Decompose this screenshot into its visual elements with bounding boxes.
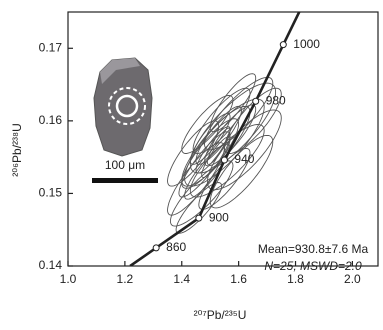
plot (130, 12, 299, 266)
y-tick-label: 0.16 (39, 113, 63, 127)
x-tick-label: 1.4 (173, 272, 190, 286)
age-label: 1000 (293, 37, 320, 51)
age-marker (221, 157, 227, 163)
age-label: 940 (234, 152, 254, 166)
y-axis-label: ²⁰⁶Pb/²³⁸U (10, 123, 24, 176)
x-axis-label: ²⁰⁷Pb/²³⁵U (194, 308, 247, 322)
age-marker (253, 98, 259, 104)
age-marker (196, 215, 202, 221)
age-marker (153, 245, 159, 251)
age-label: 980 (266, 93, 286, 107)
scale-bar (92, 178, 158, 183)
zircon-grain (94, 58, 152, 156)
age-marker (280, 42, 286, 48)
x-tick-label: 1.0 (60, 272, 77, 286)
age-label: 900 (209, 210, 229, 224)
y-tick-label: 0.15 (39, 186, 63, 200)
y-tick-label: 0.14 (39, 258, 63, 272)
x-tick-label: 2.0 (344, 272, 361, 286)
chart: 100 μm Mean=930.8±7.6 Ma N=25, MSWD=2.0 … (0, 0, 383, 330)
x-tick-label: 1.2 (117, 272, 134, 286)
age-label: 860 (166, 240, 186, 254)
y-tick-label: 0.17 (39, 40, 63, 54)
x-tick-label: 1.8 (287, 272, 304, 286)
mean-label: Mean=930.8±7.6 Ma (258, 242, 369, 256)
x-tick-label: 1.6 (230, 272, 247, 286)
scale-label: 100 μm (105, 158, 145, 172)
